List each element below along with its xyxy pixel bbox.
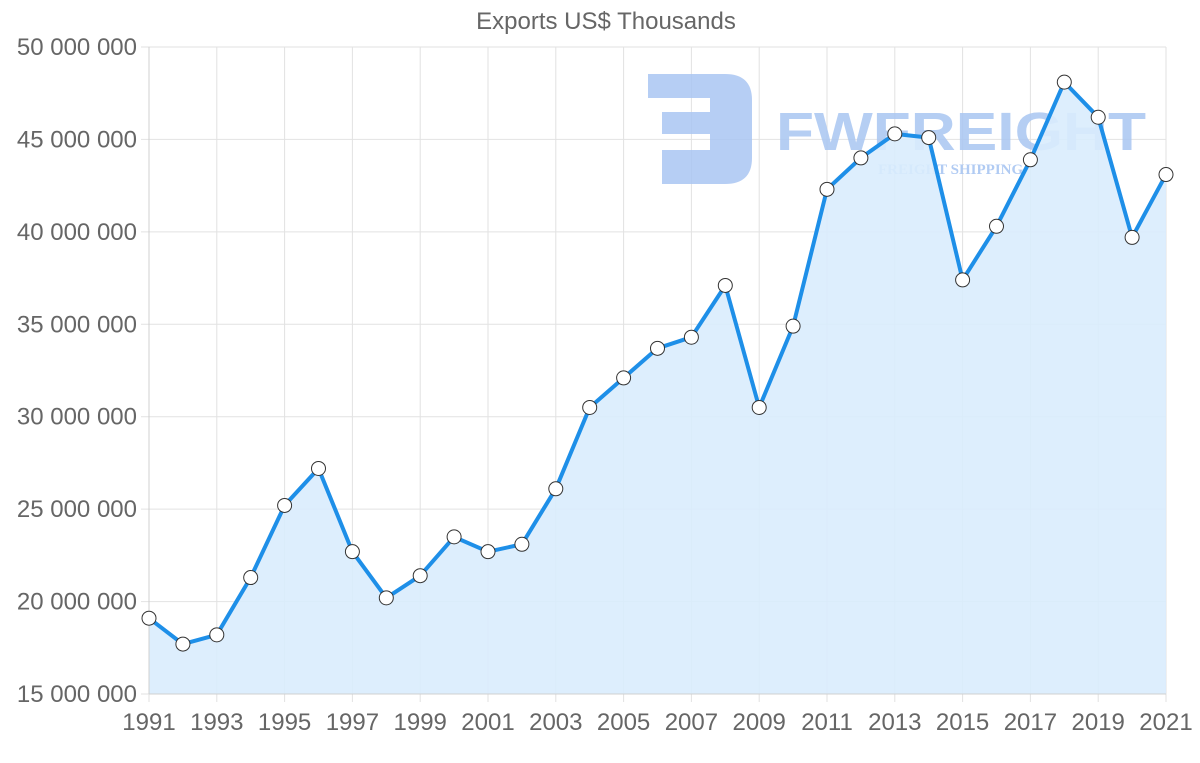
data-point-2009[interactable] xyxy=(751,399,767,415)
data-point-2000[interactable] xyxy=(446,529,462,545)
x-tick-label: 2007 xyxy=(665,709,718,736)
x-tick-label: 2003 xyxy=(529,709,582,736)
data-point-1992[interactable] xyxy=(175,636,191,652)
y-tick-label: 20 000 000 xyxy=(17,589,137,616)
data-point-1993[interactable] xyxy=(209,627,225,643)
chart-title: Exports US$ Thousands xyxy=(476,8,736,35)
x-tick-label: 2001 xyxy=(461,709,514,736)
x-tick-label: 2017 xyxy=(1004,709,1057,736)
data-point-2002[interactable] xyxy=(514,536,530,552)
data-point-2014[interactable] xyxy=(921,130,937,146)
x-tick-label: 2009 xyxy=(733,709,786,736)
y-axis-ticks: 50 000 000 45 000 000 40 000 000 35 000 000… xyxy=(17,34,137,708)
data-point-2003[interactable] xyxy=(548,481,564,497)
x-tick-label: 2021 xyxy=(1139,709,1192,736)
data-point-2021[interactable] xyxy=(1158,167,1174,183)
x-axis-ticks: 1991 1993 1995 1997 1999 2001 2003 2005 2007 2009… xyxy=(122,709,1192,736)
data-point-2017[interactable] xyxy=(1022,152,1038,168)
data-point-2008[interactable] xyxy=(717,277,733,293)
data-point-2001[interactable] xyxy=(480,544,496,560)
x-tick-label: 1993 xyxy=(190,709,243,736)
data-points xyxy=(141,74,1174,652)
data-point-1994[interactable] xyxy=(243,570,259,586)
data-point-1999[interactable] xyxy=(412,568,428,584)
y-tick-label: 40 000 000 xyxy=(17,219,137,246)
y-tick-label: 50 000 000 xyxy=(17,34,137,61)
y-tick-label: 35 000 000 xyxy=(17,311,137,338)
data-point-2013[interactable] xyxy=(887,126,903,142)
data-point-1998[interactable] xyxy=(378,590,394,606)
y-tick-label: 30 000 000 xyxy=(17,404,137,431)
data-point-2019[interactable] xyxy=(1090,109,1106,125)
data-point-2006[interactable] xyxy=(650,340,665,356)
data-point-2020[interactable] xyxy=(1124,229,1140,245)
y-tick-label: 25 000 000 xyxy=(17,496,137,523)
data-point-2007[interactable] xyxy=(683,329,699,345)
data-point-1991[interactable] xyxy=(141,610,157,626)
data-point-2018[interactable] xyxy=(1056,74,1072,90)
x-tick-label: 2013 xyxy=(868,709,921,736)
data-point-2016[interactable] xyxy=(989,218,1004,234)
x-tick-label: 2005 xyxy=(597,709,650,736)
data-point-2015[interactable] xyxy=(955,272,971,288)
data-point-1996[interactable] xyxy=(311,460,326,476)
data-point-2005[interactable] xyxy=(616,370,632,386)
x-tick-label: 1999 xyxy=(394,709,447,736)
area-fill xyxy=(149,82,1166,695)
data-point-2012[interactable] xyxy=(853,150,869,166)
x-tick-label: 2019 xyxy=(1072,709,1125,736)
fwfreight-logo-icon xyxy=(648,74,752,184)
data-point-2011[interactable] xyxy=(819,181,835,197)
x-tick-label: 1997 xyxy=(326,709,379,736)
x-tick-label: 2011 xyxy=(801,709,853,736)
x-tick-label: 1995 xyxy=(258,709,311,736)
x-tick-label: 1991 xyxy=(122,709,175,736)
data-point-2010[interactable] xyxy=(785,318,801,334)
data-point-1997[interactable] xyxy=(344,544,360,560)
data-point-1995[interactable] xyxy=(277,497,293,513)
y-tick-label: 45 000 000 xyxy=(17,126,137,153)
data-point-2004[interactable] xyxy=(582,399,598,415)
x-tick-label: 2015 xyxy=(936,709,989,736)
axes xyxy=(148,47,1166,695)
y-tick-label: 15 000 000 xyxy=(17,681,137,708)
